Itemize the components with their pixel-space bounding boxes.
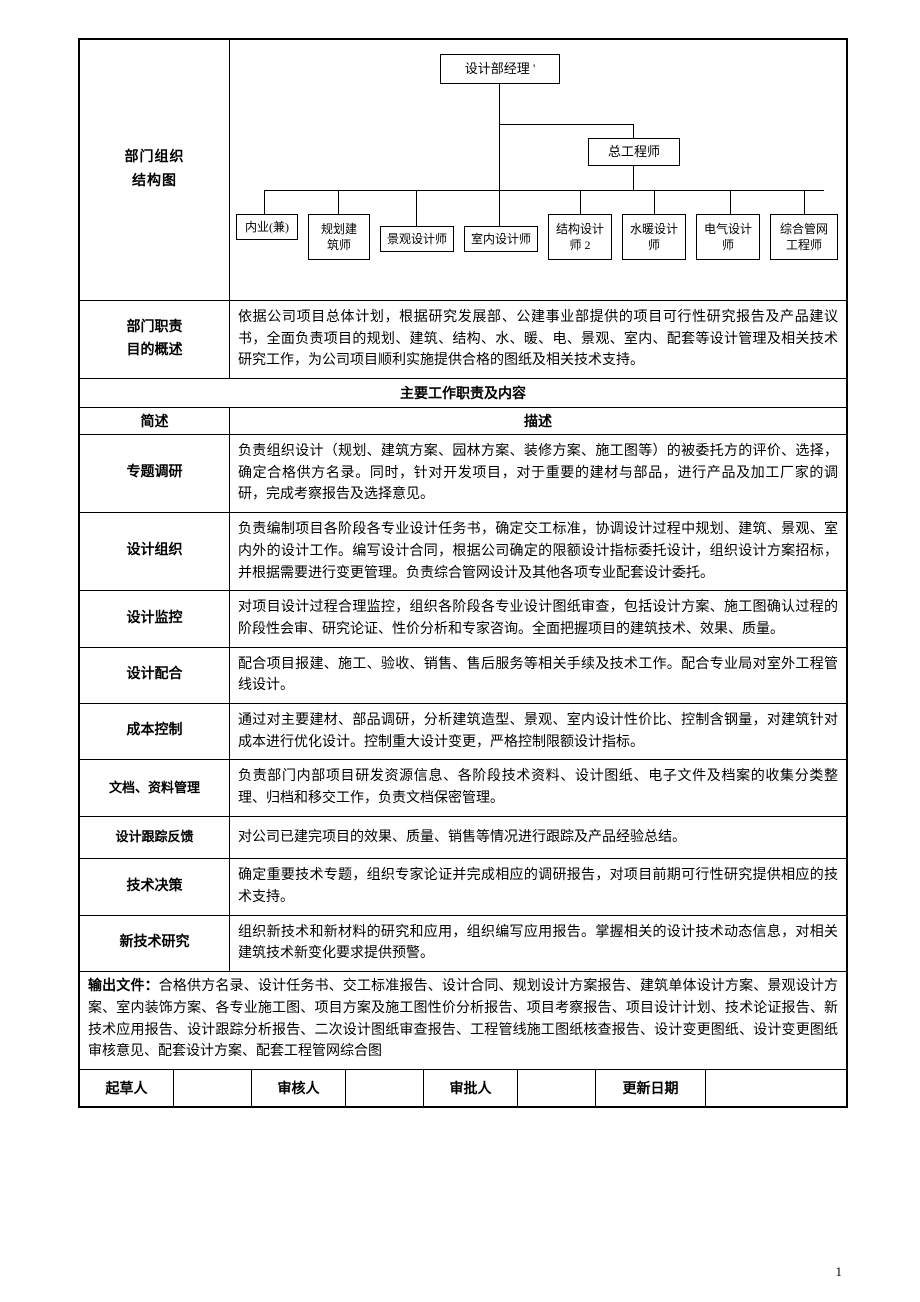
org-node-leaf-5: 水暖设计 师 (622, 214, 686, 260)
row-text: 通过对主要建材、部品调研，分析建筑造型、景观、室内设计性价比、控制含钢量，对建筑… (230, 704, 846, 759)
org-label: 部门组织 结构图 (80, 40, 230, 300)
org-node-leaf-4: 结构设计 师 2 (548, 214, 612, 260)
row-text: 负责组织设计（规划、建筑方案、园林方案、装修方案、施工图等）的被委托方的评价、选… (230, 435, 846, 512)
table-row: 技术决策 确定重要技术专题，组织专家论证并完成相应的调研报告，对项目前期可行性研… (80, 859, 846, 915)
table-row: 设计跟踪反馈 对公司已建完项目的效果、质量、销售等情况进行跟踪及产品经验总结。 (80, 817, 846, 860)
table-row: 新技术研究 组织新技术和新材料的研究和应用，组织编写应用报告。掌握相关的设计技术… (80, 916, 846, 972)
row-label: 专题调研 (80, 435, 230, 512)
page-number: 1 (836, 1264, 843, 1280)
org-chart: 设计部经理 ' 总工程师 (230, 40, 846, 300)
row-text: 对项目设计过程合理监控，组织各阶段各专业设计图纸审查，包括设计方案、施工图确认过… (230, 591, 846, 646)
org-node-leaf-3: 室内设计师 (464, 226, 538, 252)
row-text: 配合项目报建、施工、验收、销售、售后服务等相关手续及技术工作。配合专业局对室外工… (230, 648, 846, 703)
sign-reviewer-label: 审核人 (252, 1070, 346, 1106)
org-node-leaf-0: 内业(兼) (236, 214, 298, 240)
table-row: 成本控制 通过对主要建材、部品调研，分析建筑造型、景观、室内设计性价比、控制含钢… (80, 704, 846, 760)
org-node-chief-engineer: 总工程师 (588, 138, 680, 166)
sign-drafter-value (174, 1070, 252, 1106)
row-label: 设计配合 (80, 648, 230, 703)
org-structure-row: 部门组织 结构图 设计部经理 ' 总工程师 (80, 40, 846, 301)
table-row: 专题调研 负责组织设计（规划、建筑方案、园林方案、装修方案、施工图等）的被委托方… (80, 435, 846, 513)
row-label: 设计跟踪反馈 (80, 817, 230, 859)
org-node-leaf-6: 电气设计 师 (696, 214, 760, 260)
sign-reviewer-value (346, 1070, 424, 1106)
sign-drafter-label: 起草人 (80, 1070, 174, 1106)
row-text: 对公司已建完项目的效果、质量、销售等情况进行跟踪及产品经验总结。 (230, 817, 846, 859)
org-node-leaf-1: 规划建 筑师 (308, 214, 370, 260)
row-text: 组织新技术和新材料的研究和应用，组织编写应用报告。掌握相关的设计技术动态信息，对… (230, 916, 846, 971)
sign-approver-label: 审批人 (424, 1070, 518, 1106)
org-label-line2: 结构图 (132, 170, 177, 194)
sign-update-label: 更新日期 (596, 1070, 706, 1106)
row-text: 负责部门内部项目研发资源信息、各阶段技术资料、设计图纸、电子文件及档案的收集分类… (230, 760, 846, 815)
org-node-leaf-2: 景观设计师 (380, 226, 454, 252)
col-head-left: 简述 (80, 408, 230, 434)
col-head-right: 描述 (230, 408, 846, 434)
row-label: 文档、资料管理 (80, 760, 230, 815)
table-row: 设计组织 负责编制项目各阶段各专业设计任务书，确定交工标准，协调设计过程中规划、… (80, 513, 846, 591)
section-title: 主要工作职责及内容 (80, 379, 846, 408)
output-text: 合格供方名录、设计任务书、交工标准报告、设计合同、规划设计方案报告、建筑单体设计… (88, 979, 838, 1059)
org-label-line1: 部门组织 (125, 146, 185, 170)
dept-duty-row: 部门职责 目的概述 依据公司项目总体计划，根据研究发展部、公建事业部提供的项目可… (80, 301, 846, 379)
org-node-leaf-7: 综合管网 工程师 (770, 214, 838, 260)
column-headers: 简述 描述 (80, 408, 846, 435)
output-files: 输出文件：合格供方名录、设计任务书、交工标准报告、设计合同、规划设计方案报告、建… (80, 972, 846, 1070)
dept-duty-label: 部门职责 目的概述 (80, 301, 230, 378)
dept-duty-text: 依据公司项目总体计划，根据研究发展部、公建事业部提供的项目可行性研究报告及产品建… (230, 301, 846, 378)
document-table: 部门组织 结构图 设计部经理 ' 总工程师 (78, 38, 848, 1108)
table-row: 设计监控 对项目设计过程合理监控，组织各阶段各专业设计图纸审查，包括设计方案、施… (80, 591, 846, 647)
table-row: 设计配合 配合项目报建、施工、验收、销售、售后服务等相关手续及技术工作。配合专业… (80, 648, 846, 704)
row-label: 成本控制 (80, 704, 230, 759)
sign-update-value (706, 1070, 846, 1106)
signature-row: 起草人 审核人 审批人 更新日期 (80, 1070, 846, 1106)
output-lead: 输出文件： (88, 979, 159, 994)
row-text: 负责编制项目各阶段各专业设计任务书，确定交工标准，协调设计过程中规划、建筑、景观… (230, 513, 846, 590)
sign-approver-value (518, 1070, 596, 1106)
row-label: 技术决策 (80, 859, 230, 914)
row-label: 新技术研究 (80, 916, 230, 971)
row-label: 设计监控 (80, 591, 230, 646)
org-node-manager: 设计部经理 ' (440, 54, 560, 84)
table-row: 文档、资料管理 负责部门内部项目研发资源信息、各阶段技术资料、设计图纸、电子文件… (80, 760, 846, 816)
row-label: 设计组织 (80, 513, 230, 590)
row-text: 确定重要技术专题，组织专家论证并完成相应的调研报告，对项目前期可行性研究提供相应… (230, 859, 846, 914)
